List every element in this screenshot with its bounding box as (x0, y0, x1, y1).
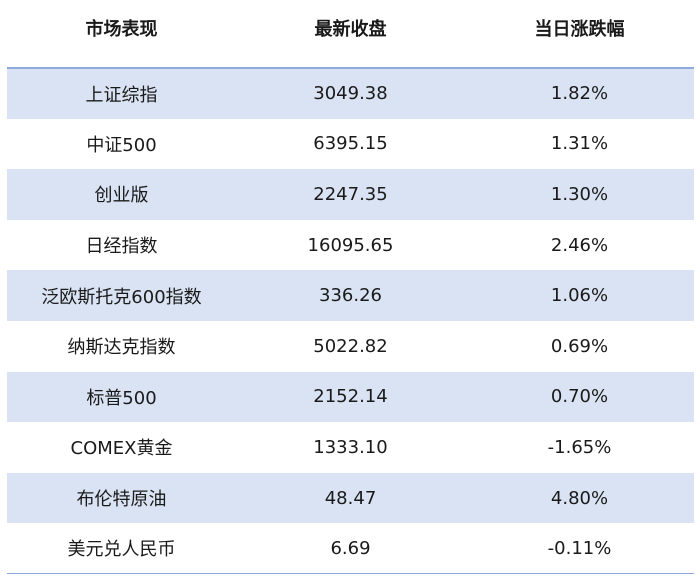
cell-daily-change: 2.46% (550, 234, 609, 256)
cell-market-name: 创业版 (94, 185, 149, 207)
cell-market-name: 美元兑人民币 (7, 523, 236, 575)
header-daily-change: 当日涨跌幅 (465, 0, 694, 63)
cell-market-name: 标普500 (86, 387, 157, 409)
table-row: 纳斯达克指数 5022.82 0.69% (7, 321, 694, 372)
table-body: 上证综指 3049.38 1.82% 中证500 6395.15 1.31% 创业版 2247… (7, 68, 694, 575)
cell-market-name: 泛欧斯托克600指数 (41, 286, 202, 308)
header-row: 市场表现 最新收盘 当日涨跌幅 (7, 0, 694, 68)
cell-daily-change: 0.69% (550, 335, 609, 357)
market-performance-table: 市场表现 最新收盘 当日涨跌幅 上证综指 3049.38 1.82% 中证500 639… (7, 0, 694, 575)
cell-market-name: 布伦特原油 (76, 489, 167, 511)
cell-latest-close: 16095.65 (307, 234, 394, 256)
cell-market-name: 中证500 (86, 134, 157, 156)
cell-daily-change: 1.30% (550, 183, 609, 205)
cell-latest-close: 6395.15 (313, 133, 388, 155)
cell-daily-change: -1.65% (547, 436, 612, 458)
cell-daily-change: -0.11% (465, 523, 694, 575)
cell-latest-close: 6.69 (236, 523, 465, 575)
cell-market-name: COMEX黄金 (70, 438, 173, 460)
cell-daily-change: 1.31% (550, 133, 609, 155)
cell-daily-change: 4.80% (550, 487, 609, 509)
table-row: 创业版 2247.35 1.30% (7, 169, 694, 220)
cell-latest-close: 2247.35 (313, 183, 388, 205)
cell-latest-close: 336.26 (319, 285, 382, 307)
cell-latest-close: 2152.14 (313, 386, 388, 408)
cell-market-name: 上证综指 (85, 84, 158, 106)
cell-latest-close: 1333.10 (313, 436, 388, 458)
table-row: 泛欧斯托克600指数 336.26 1.06% (7, 270, 694, 321)
table-row: 上证综指 3049.38 1.82% (7, 68, 694, 119)
table-header: 市场表现 最新收盘 当日涨跌幅 (7, 0, 694, 68)
table-row: COMEX黄金 1333.10 -1.65% (7, 422, 694, 473)
cell-latest-close: 48.47 (324, 487, 377, 509)
table-row: 中证500 6395.15 1.31% (7, 119, 694, 170)
cell-daily-change: 0.70% (550, 386, 609, 408)
cell-market-name: 纳斯达克指数 (67, 337, 176, 359)
header-latest-close: 最新收盘 (236, 0, 465, 63)
cell-market-name: 日经指数 (85, 236, 158, 258)
cell-daily-change: 1.06% (550, 285, 609, 307)
table-row: 标普500 2152.14 0.70% (7, 371, 694, 423)
cell-daily-change: 1.82% (550, 83, 609, 105)
table-row: 布伦特原油 48.47 4.80% (7, 472, 694, 524)
table-row: 美元兑人民币 6.69 -0.11% (7, 523, 694, 575)
table-row: 日经指数 16095.65 2.46% (7, 220, 694, 271)
cell-latest-close: 3049.38 (313, 83, 388, 105)
cell-latest-close: 5022.82 (313, 335, 388, 357)
header-market: 市场表现 (7, 0, 236, 63)
